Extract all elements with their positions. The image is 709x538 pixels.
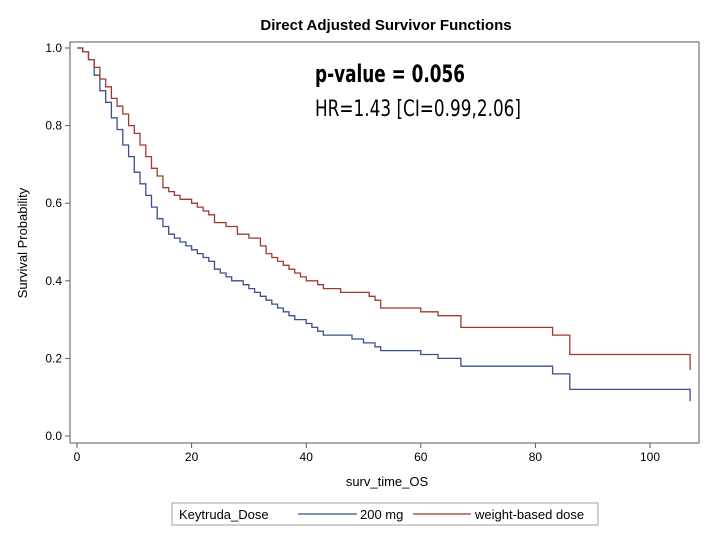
y-tick-label: 1.0 xyxy=(45,41,62,55)
series-lines xyxy=(77,47,691,402)
p-value-annotation: p-value = 0.056 xyxy=(315,60,465,88)
x-tick-label: 40 xyxy=(300,450,314,464)
legend: Keytruda_Dose 200 mg weight-based dose xyxy=(171,502,599,526)
y-axis-label: Survival Probability xyxy=(15,187,30,298)
y-tick-label: 0.0 xyxy=(45,429,62,443)
x-tick-label: 60 xyxy=(414,450,428,464)
x-tick-label: 80 xyxy=(529,450,543,464)
x-axis-label: surv_time_OS xyxy=(346,474,429,489)
x-tick-label: 0 xyxy=(74,450,81,464)
series-line-weight-based-dose xyxy=(77,47,691,370)
axes: 0 20 40 60 80 100 0.0 0.2 0.4 0.6 0.8 1.0 xyxy=(45,41,660,464)
legend-label-weight-based-dose: weight-based dose xyxy=(474,507,584,522)
legend-title: Keytruda_Dose xyxy=(179,507,269,522)
plot-area-frame xyxy=(69,41,700,444)
y-tick-label: 0.8 xyxy=(45,119,62,133)
chart-title: Direct Adjusted Survivor Functions xyxy=(260,17,511,34)
legend-frame xyxy=(171,502,599,526)
x-tick-label: 100 xyxy=(640,450,660,464)
y-tick-label: 0.4 xyxy=(45,274,62,288)
y-tick-label: 0.6 xyxy=(45,196,62,210)
x-tick-label: 20 xyxy=(185,450,199,464)
hazard-ratio-annotation: HR=1.43 [CI=0.99,2.06] xyxy=(315,97,521,122)
series-line-200-mg xyxy=(77,47,691,402)
y-tick-label: 0.2 xyxy=(45,351,62,365)
legend-label-200-mg: 200 mg xyxy=(360,507,403,522)
